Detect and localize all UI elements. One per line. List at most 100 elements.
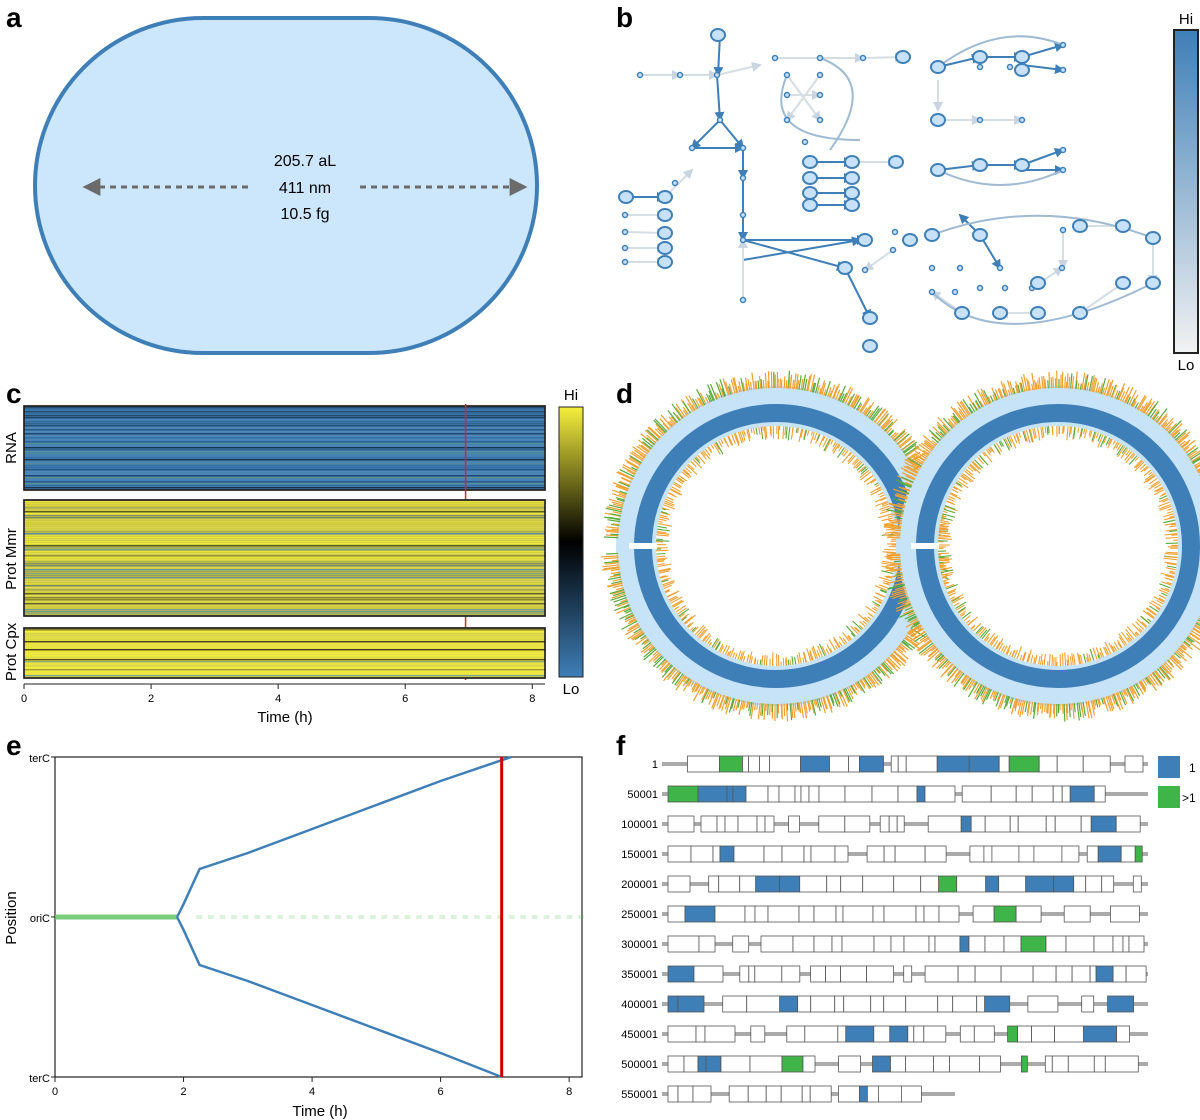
genome-outer-tick (1095, 381, 1100, 393)
gene-box (1080, 815, 1092, 833)
genome-inner-tick (950, 596, 956, 600)
gene-box (747, 1085, 767, 1103)
genome-inner-tick (739, 431, 744, 443)
replication-xtick-label: 6 (438, 1086, 444, 1098)
gene-box (728, 1085, 749, 1103)
genome-outer-tick (792, 379, 795, 389)
genome-inner-tick (729, 648, 735, 658)
genome-outer-tick (844, 388, 854, 405)
heatmap-stripe (24, 501, 545, 503)
genome-outer-tick (860, 398, 870, 413)
genome-inner-tick (680, 613, 689, 621)
genome-outer-tick (691, 682, 697, 691)
heatmap-stripe (24, 511, 545, 513)
genome-inner-tick (1142, 610, 1154, 619)
gene-box (1081, 995, 1095, 1013)
genome-inner-tick (1032, 428, 1036, 439)
heatmap-stripe (24, 481, 545, 483)
heatmap-stripe (24, 579, 545, 581)
genome-inner-tick (666, 496, 674, 501)
genome-inner-tick (850, 625, 859, 635)
heatmap-stripe (24, 581, 545, 583)
network-node (837, 261, 853, 275)
genome-outer-tick (1189, 632, 1200, 641)
heatmap-stripe (24, 603, 545, 605)
genome-inner-tick (802, 657, 805, 663)
genome-inner-tick (806, 430, 810, 436)
genome-inner-tick (975, 625, 983, 634)
genome-outer-tick (1002, 388, 1007, 398)
genome-outer-tick (923, 440, 935, 449)
genome-outer-tick (985, 689, 992, 700)
genome-inner-tick (782, 657, 785, 666)
genome-outer-tick (1152, 671, 1163, 685)
genome-inner-tick (952, 596, 964, 604)
genome-outer-tick (753, 702, 757, 711)
genome-inner-tick (955, 482, 963, 487)
genome-circle-right (883, 370, 1200, 722)
network-node (888, 155, 904, 169)
genome-inner-tick (1041, 660, 1044, 666)
genome-outer-tick (603, 557, 619, 560)
gene-box (1065, 935, 1095, 953)
gene-box (754, 965, 783, 983)
genome-inner-tick (942, 513, 956, 518)
heatmap-stripe (24, 543, 545, 545)
genome-outer-tick (937, 426, 947, 436)
genome-outer-tick (1090, 374, 1095, 392)
genome-outer-tick (612, 482, 629, 490)
genome-inner-tick (813, 432, 818, 441)
genome-outer-tick (904, 445, 919, 456)
gene-box (1055, 965, 1073, 983)
heatmap-stripe (24, 557, 545, 559)
heatmap-stripe (24, 661, 545, 663)
genome-inner-tick (732, 652, 736, 659)
genome-outer-tick (635, 636, 648, 646)
genome-inner-tick (1018, 432, 1022, 438)
genome-outer-tick (878, 665, 890, 679)
genome-outer-tick (1124, 394, 1129, 403)
genome-outer-tick (893, 651, 907, 664)
network-node-small (976, 116, 984, 124)
gene-box (779, 875, 801, 893)
genome-outer-tick (1195, 622, 1200, 627)
genome-outer-tick (1009, 381, 1015, 395)
genome-outer-tick (1079, 383, 1082, 390)
genome-inner-tick (763, 655, 766, 666)
genome-outer-tick (1156, 416, 1162, 424)
heatmap-stripe (24, 509, 545, 511)
genome-inner-tick (1158, 501, 1170, 507)
genome-outer-tick (728, 383, 733, 395)
network-edge (785, 74, 821, 122)
genome-outer-tick (1047, 703, 1050, 715)
genome-outer-tick (903, 443, 917, 454)
genome-outer-tick (980, 388, 990, 405)
gene-box (972, 905, 995, 923)
genome-inner-tick (940, 521, 947, 524)
genome-outer-tick (1137, 396, 1147, 411)
network-edge (716, 61, 762, 76)
gene-box (938, 905, 960, 923)
genome-inner-tick (743, 430, 746, 437)
genome-inner-tick (1029, 429, 1034, 443)
genome-outer-tick (639, 453, 646, 459)
genome-inner-tick (658, 523, 672, 527)
genome-inner-tick (979, 629, 988, 638)
genome-outer-tick (894, 493, 908, 500)
genome-inner-tick (1112, 440, 1116, 445)
genome-outer-tick (1009, 696, 1013, 704)
genome-inner-tick (690, 461, 697, 468)
genome-outer-tick (954, 669, 961, 678)
genome-outer-tick (1141, 402, 1148, 413)
genome-outer-tick (851, 684, 858, 696)
genome-inner-tick (803, 429, 808, 441)
genome-inner-tick (942, 510, 948, 514)
heatmap-rna (23, 404, 546, 680)
genome-outer-tick (956, 401, 968, 417)
heatmap-stripe (24, 539, 545, 541)
genome-outer-tick (793, 373, 797, 390)
gene-box (1045, 815, 1056, 833)
heatmap-stripe (24, 479, 545, 481)
genome-outer-tick (894, 582, 905, 586)
heatmap-stripe (24, 671, 545, 673)
